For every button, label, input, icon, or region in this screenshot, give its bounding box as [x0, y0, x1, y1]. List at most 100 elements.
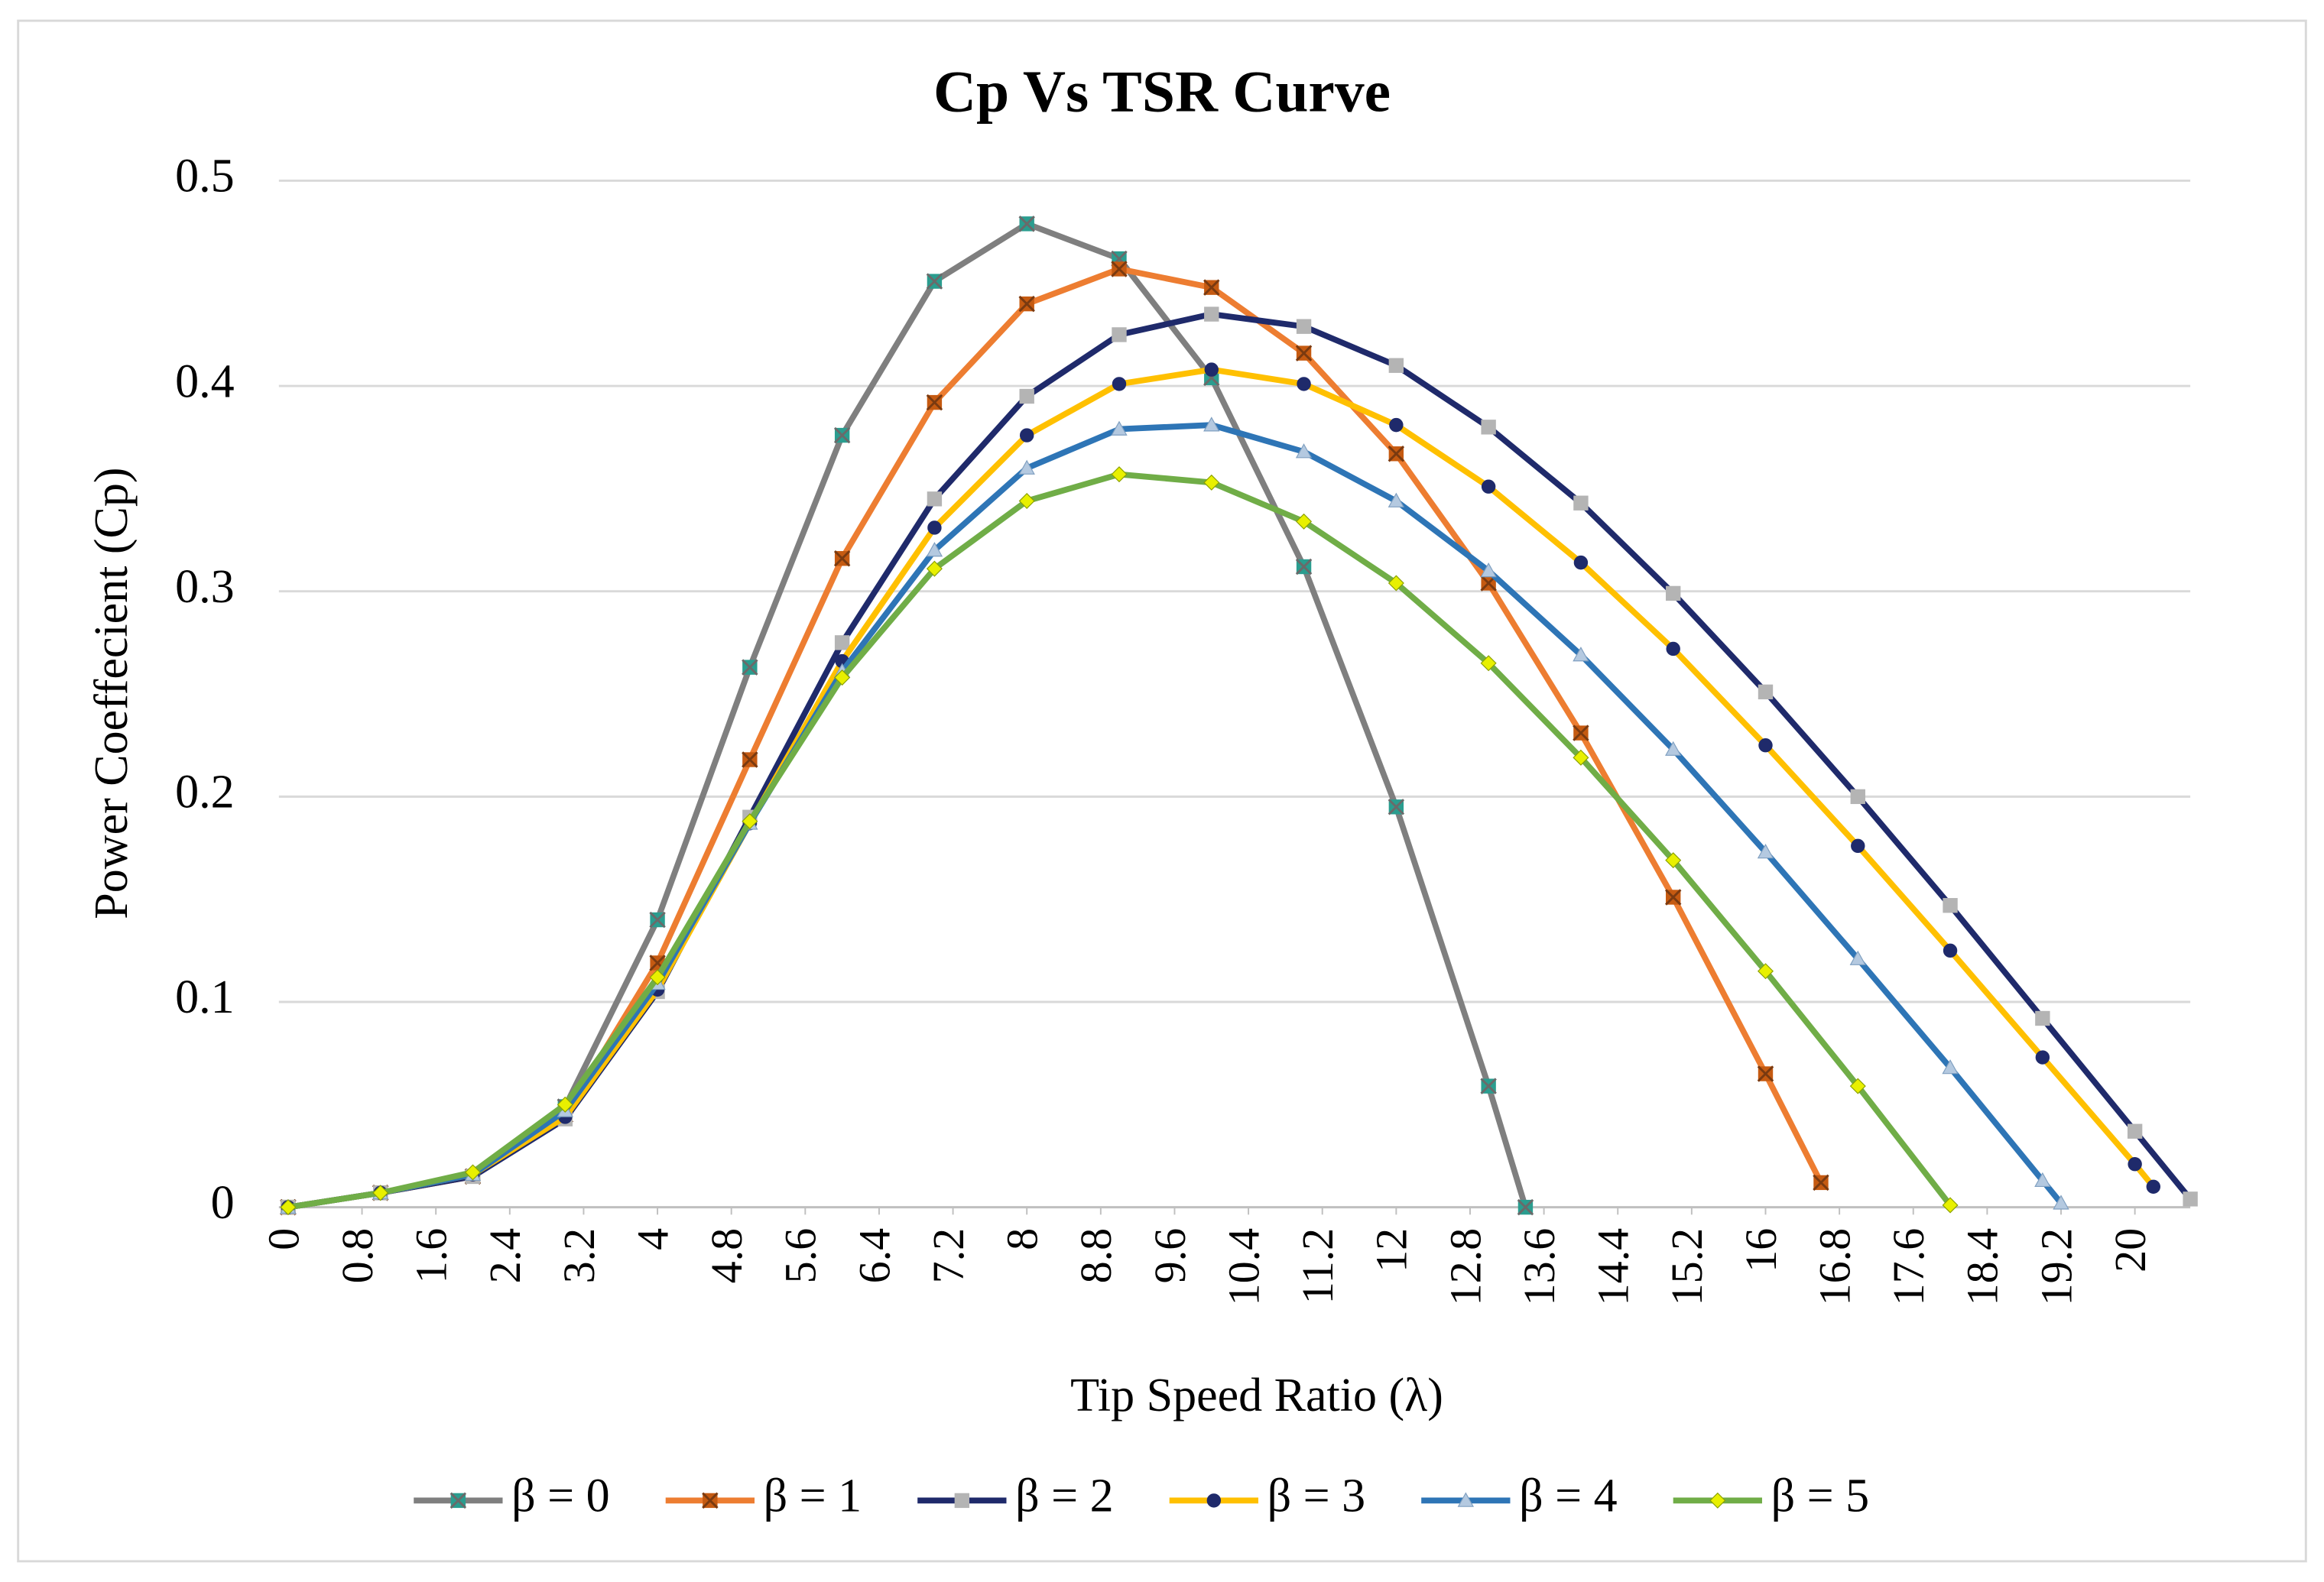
marker: [2035, 1050, 2050, 1065]
legend-item: β = 5: [1673, 1470, 1869, 1522]
marker-body: [834, 635, 850, 650]
x-tick-label: 6.4: [849, 1228, 899, 1284]
marker: [1204, 362, 1219, 377]
marker: [1018, 459, 1035, 475]
marker: [1295, 345, 1313, 361]
marker: [1664, 889, 1682, 906]
y-axis-title: Power Coeffecient (Cp): [86, 467, 138, 919]
marker-cross: [1388, 446, 1405, 462]
marker: [1573, 555, 1589, 570]
legend-item: β = 1: [665, 1470, 862, 1522]
marker: [2127, 1123, 2143, 1139]
x-tick-label: 0.8: [333, 1228, 382, 1284]
marker: [649, 969, 666, 986]
marker: [1942, 1197, 1959, 1214]
marker: [1018, 295, 1035, 313]
marker: [1666, 585, 1681, 601]
marker-body: [1204, 306, 1219, 322]
x-tick-label: 17.6: [1884, 1228, 1933, 1306]
x-tick-label: 10.4: [1219, 1228, 1268, 1306]
marker-cross: [1018, 295, 1035, 313]
y-tick-label: 0.3: [175, 561, 235, 613]
x-tick-label: 18.4: [1958, 1228, 2008, 1306]
marker: [1388, 446, 1405, 462]
marker-cross: [649, 911, 666, 929]
legend-item: β = 4: [1421, 1470, 1618, 1522]
marker: [927, 520, 942, 535]
legend-label: β = 2: [1015, 1470, 1114, 1522]
marker-body: [954, 1493, 970, 1509]
marker: [2035, 1010, 2050, 1026]
x-tick-label: 14.4: [1589, 1228, 1638, 1306]
marker: [280, 1199, 297, 1216]
x-tick-label: 13.6: [1514, 1228, 1564, 1306]
marker: [1481, 479, 1496, 494]
marker-body: [1481, 420, 1496, 435]
marker: [834, 635, 850, 650]
marker: [1573, 647, 1589, 662]
marker: [1296, 319, 1312, 334]
legend-item: β = 3: [1169, 1470, 1366, 1522]
y-tick-label: 0.4: [175, 355, 235, 407]
series-line: [287, 366, 2156, 1211]
marker: [1018, 493, 1035, 510]
marker: [926, 273, 943, 290]
x-tick-label: 4.8: [702, 1228, 751, 1284]
x-tick-label: 12.8: [1440, 1228, 1490, 1306]
marker-cross: [450, 1492, 467, 1509]
marker: [1111, 420, 1128, 436]
marker-cross: [1295, 345, 1313, 361]
marker: [1849, 1078, 1866, 1094]
chart-title: Cp Vs TSR Curve: [933, 59, 1391, 125]
marker-cross: [1813, 1174, 1829, 1191]
x-tick-label: 8.8: [1071, 1228, 1121, 1284]
marker: [1758, 738, 1773, 753]
marker: [1203, 474, 1220, 491]
marker: [2128, 1157, 2142, 1172]
marker: [834, 669, 851, 686]
marker: [1112, 327, 1127, 342]
marker-body: [1850, 789, 1865, 805]
x-tick-label: 1.6: [407, 1228, 456, 1284]
marker: [1111, 261, 1128, 277]
marker-cross: [742, 659, 758, 676]
legend-label: β = 4: [1519, 1470, 1618, 1522]
marker: [464, 1164, 481, 1181]
y-tick-label: 0.2: [175, 767, 235, 819]
marker-cross: [1111, 261, 1128, 277]
marker-body: [1019, 388, 1034, 404]
marker-cross: [1388, 799, 1405, 815]
x-axis-title: Tip Speed Ratio (λ): [1070, 1370, 1443, 1422]
marker: [1517, 1198, 1534, 1216]
marker: [1389, 417, 1404, 433]
marker-cross: [1664, 889, 1682, 906]
x-tick-label: 3.2: [554, 1228, 604, 1284]
x-tick-label: 7.2: [923, 1228, 973, 1284]
x-tick-label: 8: [998, 1228, 1047, 1250]
marker: [1203, 417, 1220, 432]
marker: [1388, 799, 1405, 815]
marker-cross: [1757, 1065, 1774, 1082]
marker: [2183, 1191, 2198, 1207]
x-tick-label: 4: [628, 1228, 677, 1250]
x-tick-label: 9.6: [1145, 1228, 1195, 1284]
marker: [833, 426, 851, 444]
marker-body: [1573, 495, 1589, 511]
marker: [1942, 1059, 1959, 1075]
marker-body: [1758, 684, 1774, 700]
marker: [1112, 377, 1127, 391]
marker: [1943, 898, 1958, 913]
legend-item: β = 2: [917, 1470, 1114, 1522]
marker-body: [927, 491, 943, 507]
marker-body: [2183, 1191, 2198, 1207]
marker-cross: [926, 273, 943, 290]
y-tick-label: 0.5: [175, 151, 235, 203]
marker-cross: [926, 394, 943, 411]
x-tick-label: 2.4: [480, 1228, 530, 1284]
marker-cross: [833, 550, 851, 567]
marker-body: [1666, 585, 1681, 601]
marker: [372, 1185, 389, 1201]
marker: [1665, 852, 1682, 869]
legend-label: β = 3: [1267, 1470, 1366, 1522]
